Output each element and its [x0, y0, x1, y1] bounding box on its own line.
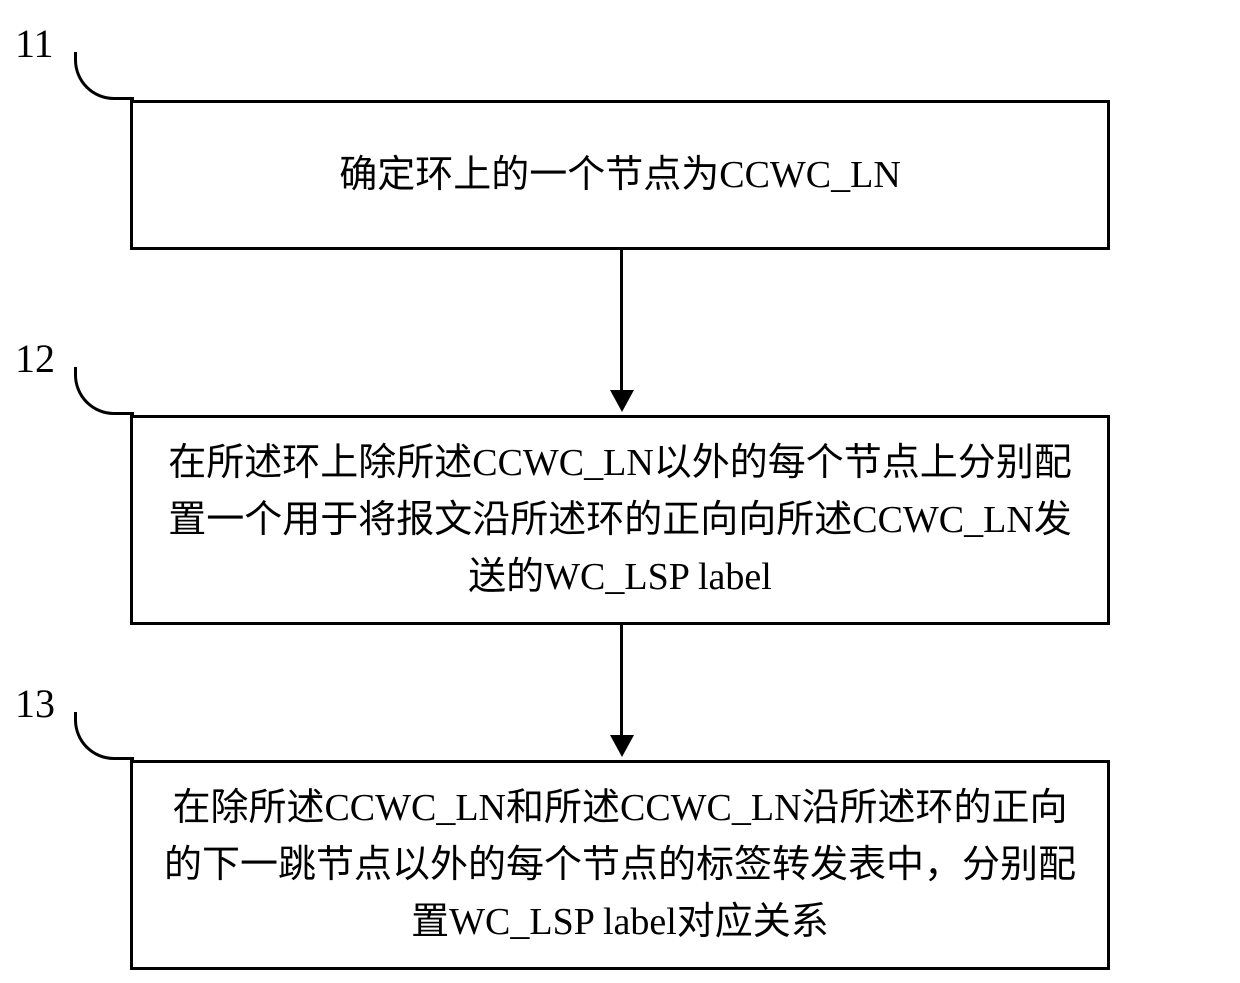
step-box-2: 在所述环上除所述CCWC_LN以外的每个节点上分别配置一个用于将报文沿所述环的正…	[130, 415, 1110, 625]
arrow-line-1	[620, 250, 623, 390]
arrow-head-1	[610, 390, 634, 412]
step-number-3: 13	[15, 680, 55, 727]
arrow-line-2	[620, 625, 623, 735]
step-number-1: 11	[15, 20, 54, 67]
step-text-1: 确定环上的一个节点为CCWC_LN	[339, 147, 901, 204]
step-connector-3	[74, 712, 134, 760]
step-number-2: 12	[15, 335, 55, 382]
step-text-3: 在除所述CCWC_LN和所述CCWC_LN沿所述环的正向的下一跳节点以外的每个节…	[163, 780, 1077, 951]
step-connector-2	[74, 367, 134, 415]
arrow-head-2	[610, 735, 634, 757]
step-text-2: 在所述环上除所述CCWC_LN以外的每个节点上分别配置一个用于将报文沿所述环的正…	[163, 435, 1077, 606]
step-connector-1	[74, 52, 134, 100]
step-box-1: 确定环上的一个节点为CCWC_LN	[130, 100, 1110, 250]
step-box-3: 在除所述CCWC_LN和所述CCWC_LN沿所述环的正向的下一跳节点以外的每个节…	[130, 760, 1110, 970]
